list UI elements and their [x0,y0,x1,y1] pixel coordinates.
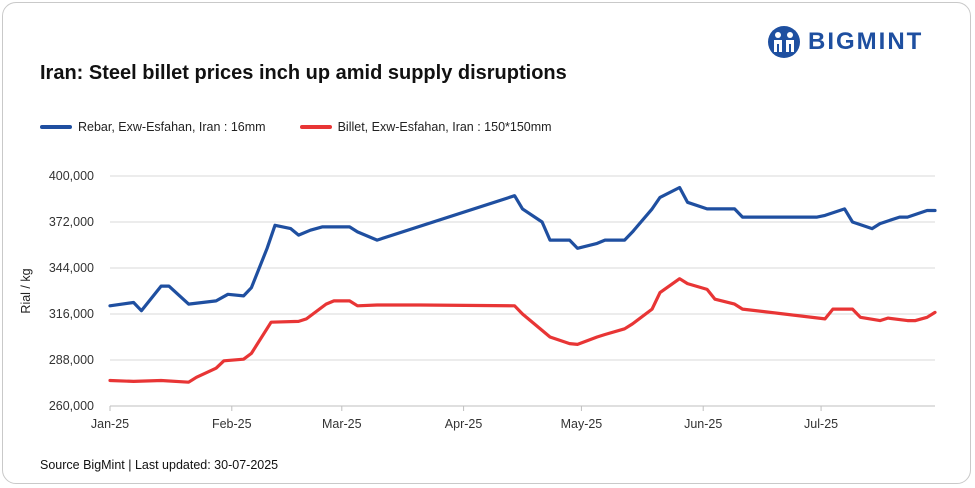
y-tick-label: 288,000 [49,353,94,367]
legend-label-billet: Billet, Exw-Esfahan, Iran : 150*150mm [337,120,552,134]
x-tick-label: May-25 [561,417,603,431]
x-tick-label: Jul-25 [804,417,838,431]
brand-name: BIGMINT [808,28,924,55]
y-tick-label: 372,000 [49,215,94,229]
y-tick-label: 260,000 [49,399,94,413]
source-note: Source BigMint | Last updated: 30-07-202… [40,458,279,472]
x-tick-label: Jan-25 [91,417,129,431]
legend-swatch-rebar [40,125,72,129]
chart-title: Iran: Steel billet prices inch up amid s… [40,62,567,84]
bigmint-logo-icon [768,26,800,58]
legend-item-billet: Billet, Exw-Esfahan, Iran : 150*150mm [299,120,552,134]
x-tick-label: Jun-25 [684,417,722,431]
billet-series-line [108,277,937,384]
y-axis-title: Rial / kg [19,268,33,313]
x-tick-label: Mar-25 [322,417,362,431]
x-tick-label: Feb-25 [212,417,252,431]
chart-legend: Rebar, Exw-Esfahan, Iran : 16mm Billet, … [40,120,586,134]
legend-item-rebar: Rebar, Exw-Esfahan, Iran : 16mm [40,120,266,134]
y-tick-label: 316,000 [49,307,94,321]
brand-logo: BIGMINT [766,24,923,60]
legend-swatch-billet [299,125,332,129]
legend-label-rebar: Rebar, Exw-Esfahan, Iran : 16mm [78,120,266,134]
y-tick-label: 344,000 [49,261,94,275]
y-tick-label: 400,000 [49,169,94,183]
rebar-series-line [108,185,937,313]
x-tick-label: Apr-25 [445,417,483,431]
